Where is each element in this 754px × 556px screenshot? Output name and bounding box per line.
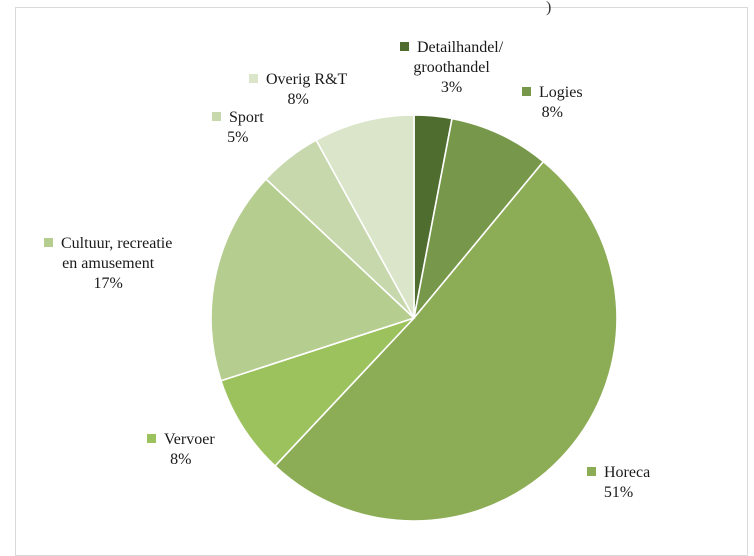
slice-name-overig: Overig R&T <box>266 71 348 88</box>
slice-label-vervoer: Vervoer 8% <box>147 430 215 470</box>
slice-name-horeca: Horeca <box>604 464 651 481</box>
legend-swatch-detailhandel <box>400 42 409 51</box>
slice-name-cultuur: Cultuur, recreatie en amusement <box>61 235 173 272</box>
legend-swatch-cultuur <box>44 238 53 247</box>
legend-swatch-vervoer <box>147 434 156 443</box>
slice-value-sport: 5% <box>227 129 249 146</box>
slice-value-cultuur: 17% <box>93 275 123 292</box>
slice-value-overig: 8% <box>287 91 309 108</box>
slice-label-overig: Overig R&T 8% <box>249 70 347 110</box>
pie-slice-2 <box>273 160 618 522</box>
pie-slice-3 <box>219 317 415 468</box>
slice-label-logies: Logies 8% <box>522 83 583 123</box>
slice-name-vervoer: Vervoer <box>164 431 215 448</box>
slice-name-detailhandel: Detailhandel/ groothandel <box>413 39 504 76</box>
legend-swatch-sport <box>212 112 221 121</box>
header-fragment: ) <box>546 0 552 16</box>
slice-value-vervoer: 8% <box>170 451 192 468</box>
slice-name-sport: Sport <box>229 109 264 126</box>
pie-slice-1 <box>413 117 545 319</box>
legend-swatch-horeca <box>587 467 596 476</box>
slice-label-horeca: Horeca 51% <box>587 463 650 503</box>
legend-swatch-overig <box>249 74 258 83</box>
legend-swatch-logies <box>522 87 531 96</box>
slice-label-detailhandel: Detailhandel/ groothandel 3% <box>400 38 503 98</box>
pie-slice-4 <box>210 177 416 382</box>
slice-value-logies: 8% <box>541 104 563 121</box>
slice-value-detailhandel: 3% <box>440 79 463 96</box>
slice-label-sport: Sport 5% <box>212 108 264 148</box>
pie-slice-6 <box>315 114 415 319</box>
slice-value-horeca: 51% <box>603 484 634 501</box>
slice-label-cultuur: Cultuur, recreatie en amusement 17% <box>44 234 172 294</box>
slice-name-logies: Logies <box>539 84 583 101</box>
